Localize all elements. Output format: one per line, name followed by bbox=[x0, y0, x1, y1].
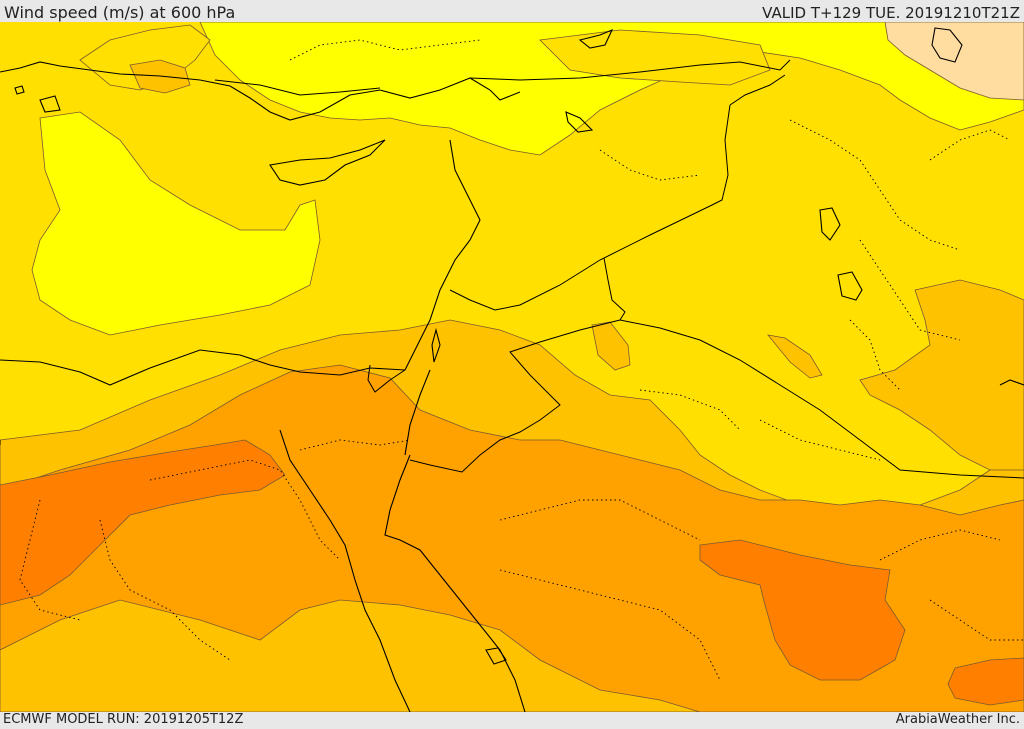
field-band-lightest-med bbox=[31, 111, 321, 336]
map-canvas bbox=[0, 22, 1024, 712]
field-band-mid-sw bbox=[0, 599, 701, 712]
field-band-stronger-west bbox=[0, 439, 286, 606]
province-borders bbox=[19, 39, 1024, 681]
field-band-lightest-north bbox=[199, 22, 1024, 156]
wind-speed-map bbox=[0, 22, 1024, 712]
map-title: Wind speed (m/s) at 600 hPa bbox=[4, 3, 236, 22]
valid-time-label: VALID T+129 TUE. 20191210T21Z bbox=[762, 4, 1020, 22]
title-bar: Wind speed (m/s) at 600 hPa VALID T+129 … bbox=[0, 0, 1024, 22]
field-band-peak-ne bbox=[884, 22, 1024, 101]
field-band-mid-east bbox=[859, 279, 1024, 471]
field-band-stronger-corner bbox=[947, 657, 1024, 706]
country-borders bbox=[0, 59, 1024, 479]
field-pocket-iraq bbox=[767, 334, 823, 379]
credit-label: ArabiaWeather Inc. bbox=[895, 712, 1020, 727]
footer-bar: ECMWF MODEL RUN: 20191205T12Z ArabiaWeat… bbox=[0, 712, 1024, 729]
model-run-label: ECMWF MODEL RUN: 20191205T12Z bbox=[3, 712, 244, 727]
field-pocket-north-2 bbox=[539, 29, 771, 86]
field-band-stronger-se bbox=[699, 539, 906, 681]
coastlines bbox=[0, 27, 1024, 712]
